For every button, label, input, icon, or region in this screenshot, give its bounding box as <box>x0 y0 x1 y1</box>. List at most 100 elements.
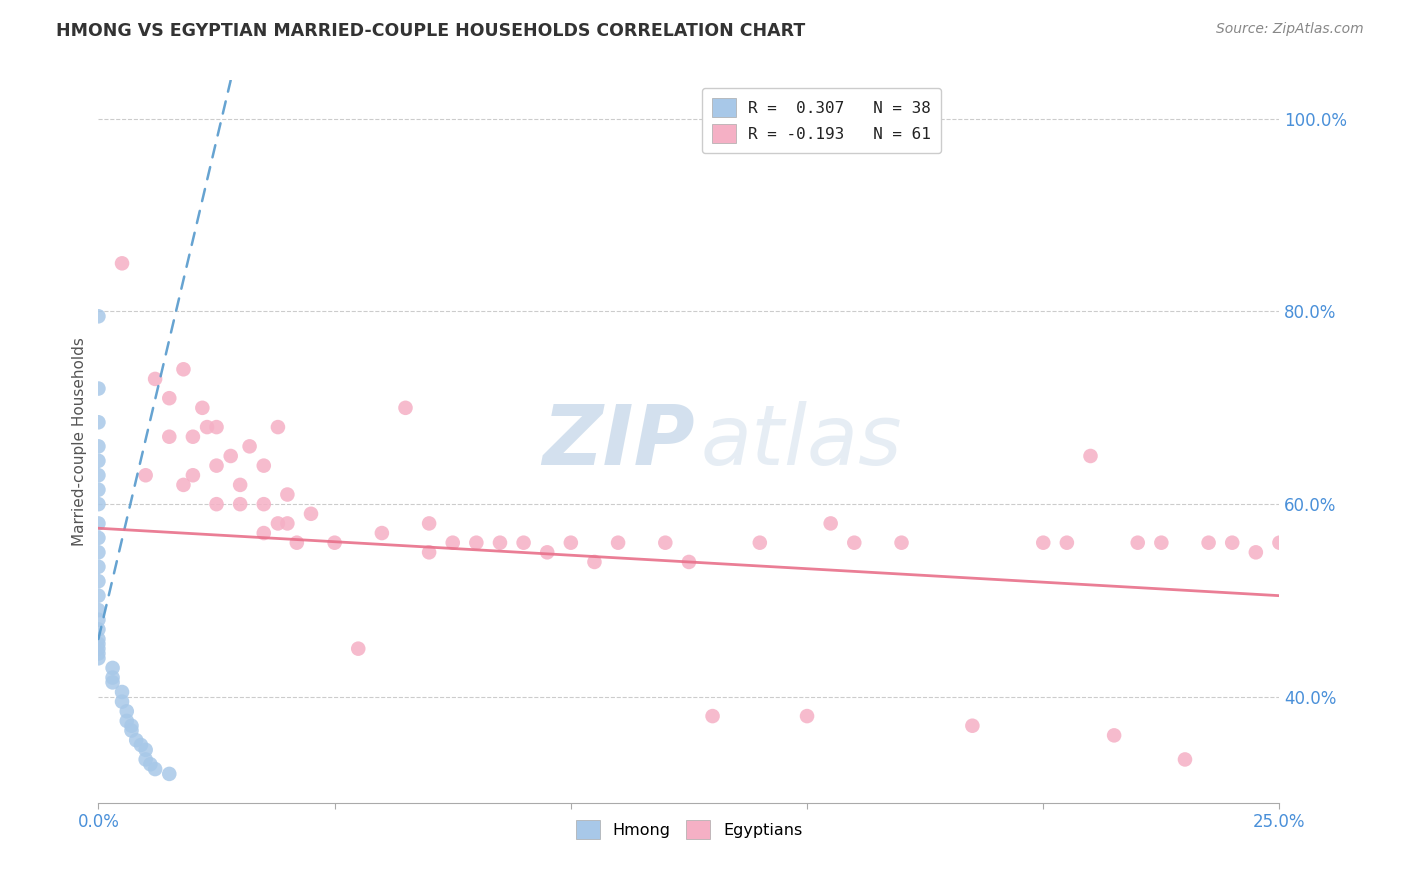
Point <box>285 535 308 549</box>
Point <box>347 641 370 656</box>
Point <box>1198 535 1220 549</box>
Point <box>962 719 984 733</box>
Point <box>121 723 143 738</box>
Point <box>465 535 488 549</box>
Point <box>489 535 512 549</box>
Point <box>87 589 110 603</box>
Point <box>115 704 138 718</box>
Point <box>229 478 252 492</box>
Point <box>748 535 770 549</box>
Point <box>101 675 124 690</box>
Point <box>135 752 157 766</box>
Point <box>267 516 290 531</box>
Point <box>135 468 157 483</box>
Point <box>87 613 110 627</box>
Text: Source: ZipAtlas.com: Source: ZipAtlas.com <box>1216 22 1364 37</box>
Point <box>267 420 290 434</box>
Point <box>87 603 110 617</box>
Point <box>87 497 110 511</box>
Text: atlas: atlas <box>700 401 903 482</box>
Point <box>87 516 110 531</box>
Point <box>583 555 606 569</box>
Point <box>87 623 110 637</box>
Point <box>607 535 630 549</box>
Text: ZIP: ZIP <box>543 401 695 482</box>
Point <box>87 415 110 429</box>
Point <box>253 526 276 541</box>
Point <box>111 695 134 709</box>
Point <box>87 559 110 574</box>
Point <box>121 719 143 733</box>
Point <box>844 535 866 549</box>
Point <box>87 439 110 453</box>
Point <box>441 535 464 549</box>
Point <box>560 535 582 549</box>
Point <box>143 372 166 386</box>
Point <box>191 401 214 415</box>
Point <box>219 449 242 463</box>
Point <box>172 362 194 376</box>
Point <box>172 478 194 492</box>
Point <box>87 651 110 665</box>
Point <box>87 647 110 661</box>
Point <box>87 632 110 646</box>
Point <box>796 709 818 723</box>
Point <box>87 574 110 589</box>
Point <box>87 454 110 468</box>
Point <box>205 497 228 511</box>
Point <box>101 671 124 685</box>
Point <box>678 555 700 569</box>
Point <box>1174 752 1197 766</box>
Point <box>115 714 138 728</box>
Point <box>276 487 298 501</box>
Point <box>253 497 276 511</box>
Point <box>157 391 180 405</box>
Point <box>125 733 148 747</box>
Point <box>890 535 912 549</box>
Point <box>512 535 534 549</box>
Point <box>135 743 157 757</box>
Point <box>1102 728 1125 742</box>
Point <box>1220 535 1243 549</box>
Point <box>87 468 110 483</box>
Point <box>129 738 152 752</box>
Point <box>1056 535 1078 549</box>
Point <box>139 757 162 772</box>
Point <box>181 468 204 483</box>
Point <box>229 497 252 511</box>
Point <box>87 310 110 324</box>
Point <box>1032 535 1054 549</box>
Point <box>371 526 394 541</box>
Point <box>1126 535 1149 549</box>
Point <box>87 531 110 545</box>
Point <box>111 256 134 270</box>
Point <box>418 545 440 559</box>
Point <box>276 516 298 531</box>
Point <box>536 545 558 559</box>
Point <box>1268 535 1291 549</box>
Point <box>87 637 110 651</box>
Point <box>195 420 218 434</box>
Point <box>143 762 166 776</box>
Point <box>87 382 110 396</box>
Point <box>1080 449 1102 463</box>
Point <box>87 641 110 656</box>
Point <box>1150 535 1173 549</box>
Point <box>205 420 228 434</box>
Point <box>181 430 204 444</box>
Point <box>157 430 180 444</box>
Point <box>418 516 440 531</box>
Point <box>299 507 322 521</box>
Point <box>1244 545 1267 559</box>
Point <box>654 535 676 549</box>
Point <box>253 458 276 473</box>
Point <box>205 458 228 473</box>
Point <box>87 545 110 559</box>
Point <box>87 483 110 497</box>
Point <box>820 516 842 531</box>
Point <box>394 401 416 415</box>
Point <box>323 535 346 549</box>
Legend: Hmong, Egyptians: Hmong, Egyptians <box>569 814 808 846</box>
Point <box>101 661 124 675</box>
Text: HMONG VS EGYPTIAN MARRIED-COUPLE HOUSEHOLDS CORRELATION CHART: HMONG VS EGYPTIAN MARRIED-COUPLE HOUSEHO… <box>56 22 806 40</box>
